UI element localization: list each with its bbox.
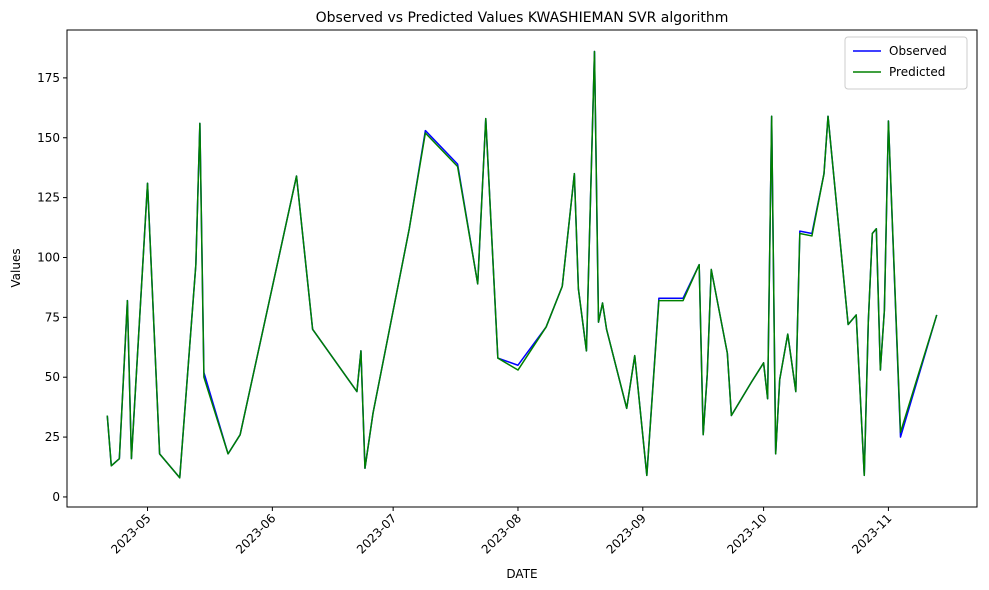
- x-tick-label: 2023-10: [724, 511, 769, 556]
- x-axis-label: DATE: [506, 567, 537, 581]
- x-tick-label: 2023-07: [354, 511, 399, 556]
- chart-title: Observed vs Predicted Values KWASHIEMAN …: [316, 10, 729, 26]
- y-tick-label: 125: [37, 191, 60, 205]
- legend-box: [844, 36, 968, 90]
- y-tick-label: 100: [37, 250, 60, 264]
- y-tick-label: 25: [45, 430, 60, 444]
- x-tick-label: 2023-08: [479, 511, 524, 556]
- x-tick-label: 2023-11: [849, 511, 894, 556]
- x-tick-label: 2023-05: [108, 511, 153, 556]
- plot-frame: [66, 29, 978, 508]
- y-axis-label: Values: [9, 248, 23, 287]
- series-line: [106, 50, 938, 479]
- x-tick-label: 2023-09: [604, 511, 649, 556]
- y-tick-label: 0: [52, 490, 60, 504]
- legend-label: Predicted: [889, 65, 945, 79]
- y-tick-label: 150: [37, 131, 60, 145]
- legend-label: Observed: [889, 44, 947, 58]
- y-tick-label: 75: [45, 310, 60, 324]
- series-line: [106, 50, 938, 479]
- y-tick-label: 175: [37, 71, 60, 85]
- x-tick-label: 2023-06: [233, 511, 278, 556]
- y-tick-label: 50: [45, 370, 60, 384]
